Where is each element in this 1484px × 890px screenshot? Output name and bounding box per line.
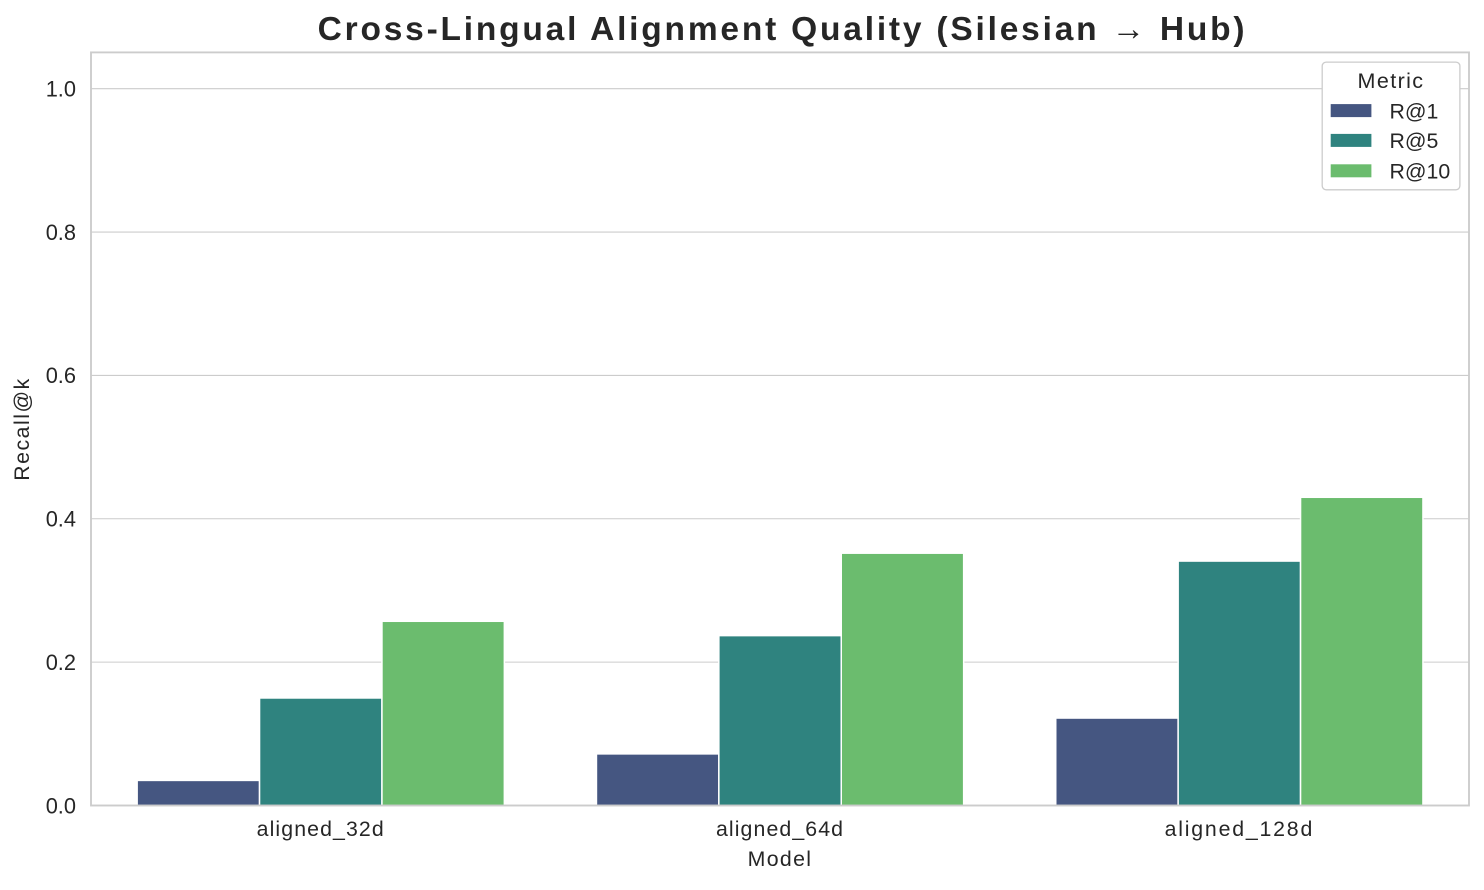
svg-text:0.2: 0.2 xyxy=(46,650,76,675)
svg-text:R@10: R@10 xyxy=(1390,160,1451,184)
svg-text:R@5: R@5 xyxy=(1390,129,1439,153)
svg-text:R@1: R@1 xyxy=(1390,99,1439,123)
svg-text:Recall@k: Recall@k xyxy=(10,377,34,480)
svg-text:0.8: 0.8 xyxy=(46,220,76,245)
svg-text:0.4: 0.4 xyxy=(46,507,76,532)
svg-text:Cross-Lingual Alignment Qualit: Cross-Lingual Alignment Quality (Silesia… xyxy=(318,11,1248,48)
svg-text:aligned_32d: aligned_32d xyxy=(257,817,385,841)
svg-text:0.6: 0.6 xyxy=(46,363,76,388)
svg-text:aligned_64d: aligned_64d xyxy=(716,817,844,841)
svg-text:0.0: 0.0 xyxy=(46,793,76,818)
svg-text:Metric: Metric xyxy=(1358,69,1425,93)
svg-text:1.0: 1.0 xyxy=(46,76,76,101)
svg-text:Model: Model xyxy=(748,847,813,871)
svg-text:aligned_128d: aligned_128d xyxy=(1165,817,1315,841)
